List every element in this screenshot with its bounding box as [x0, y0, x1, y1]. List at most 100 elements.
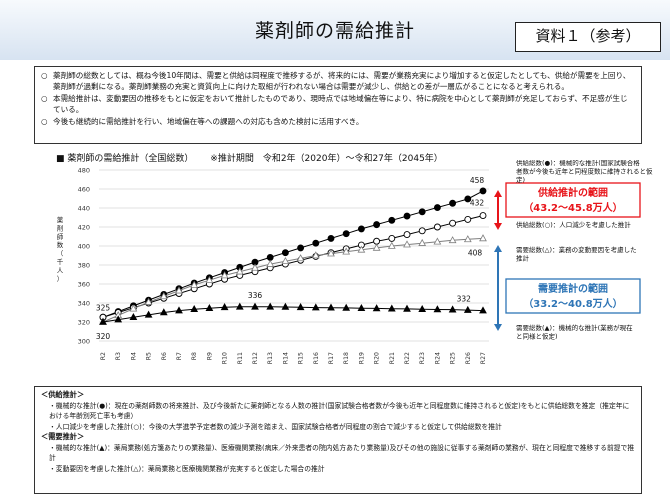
- supply-population-annotation: 供給総数(○)：人口減少を考慮した推計: [516, 220, 631, 229]
- data-point: [418, 238, 427, 246]
- data-point: [235, 302, 244, 310]
- x-tick-label: R11: [237, 352, 244, 364]
- data-point: [159, 308, 168, 316]
- x-tick-label: R20: [374, 352, 381, 364]
- data-point: [144, 310, 153, 318]
- data-point: [297, 244, 305, 252]
- data-point: [220, 271, 229, 279]
- data-point: [372, 304, 381, 312]
- y-tick-label: 380: [78, 262, 90, 270]
- data-point: [464, 215, 472, 223]
- data-point: [463, 305, 472, 313]
- demand-variable-annotation: 推計: [516, 254, 530, 263]
- data-point: [251, 302, 259, 310]
- demand-note-item: ・変動要因を考慮した推計(△)：薬局業務と医療機関業務が充実すると仮定した場合の…: [49, 464, 325, 473]
- supply-range-arrow-head: [494, 190, 502, 197]
- x-tick-label: R10: [222, 352, 229, 364]
- data-label: 432: [470, 199, 485, 208]
- data-point: [418, 208, 426, 216]
- chart-title: ■ 薬剤師の需給推計（全国総数） ※推計期間 令和2年（2020年）～令和27年…: [56, 151, 443, 164]
- data-label: 320: [96, 332, 111, 341]
- x-tick-label: R22: [404, 352, 411, 364]
- data-point: [433, 237, 442, 245]
- data-point: [403, 212, 411, 220]
- y-axis-label: （: [57, 250, 64, 258]
- data-point: [418, 304, 427, 312]
- data-label: 408: [468, 248, 483, 257]
- y-tick-label: 440: [78, 205, 90, 213]
- data-point: [357, 245, 366, 253]
- x-tick-label: R24: [434, 352, 441, 364]
- demand-variable-annotation: 需要総数(△)：業務の変動要因を考慮した: [516, 245, 637, 254]
- x-tick-label: R26: [465, 352, 472, 364]
- summary-item: ○ 本需給推計は、変動要因の推移をもとに仮定をおいて推計したものであり、現時点で…: [41, 93, 635, 116]
- supply-note-item: ・人口減少を考慮した推計(○)：今後の大学進学予定者数の減少予測を踏まえ、国家試…: [49, 422, 502, 431]
- data-point: [251, 263, 259, 271]
- data-point: [463, 235, 472, 243]
- y-tick-label: 340: [78, 300, 90, 308]
- x-tick-label: R6: [161, 352, 168, 360]
- demand-range-box: 需要推計の範囲 （33.2～40.8万人）: [505, 278, 641, 314]
- x-tick-label: R27: [480, 352, 487, 364]
- y-tick-label: 360: [78, 281, 90, 289]
- y-axis-label: 千: [57, 257, 64, 266]
- supply-demand-chart: 300 320 340 360 380 400 420 440 460 480 薬剤師数（千人） R2…: [57, 160, 653, 364]
- x-tick-label: R13: [267, 352, 274, 364]
- data-point: [403, 304, 411, 312]
- data-point: [266, 302, 275, 310]
- data-point: [129, 313, 138, 321]
- data-point: [99, 317, 107, 325]
- x-tick-label: R14: [282, 352, 289, 364]
- y-axis-label: 師: [57, 232, 64, 241]
- demand-mechanical-series: [99, 302, 487, 325]
- supply-range-arrow-head: [494, 223, 502, 230]
- y-axis-label: 剤: [57, 223, 64, 232]
- x-tick-label: R4: [130, 352, 137, 360]
- circle-mark-icon: ○: [41, 93, 48, 103]
- supply-mechanical-annotation: 者数が今後も近年と同程度数に維持されると仮: [516, 167, 653, 176]
- supply-range-box-value: （43.2～45.8万人）: [523, 201, 622, 214]
- data-point: [342, 303, 351, 311]
- data-point: [220, 303, 229, 311]
- circle-mark-icon: ○: [41, 116, 48, 126]
- x-tick-label: R17: [328, 352, 335, 364]
- y-axis-label: 人: [57, 266, 64, 274]
- y-tick-label: 420: [78, 224, 90, 232]
- data-point: [114, 315, 123, 323]
- demand-range-arrow: [494, 245, 502, 331]
- data-point: [159, 292, 168, 300]
- y-tick-label: 320: [78, 319, 90, 327]
- x-tick-label: R2: [100, 352, 107, 360]
- data-point: [387, 241, 396, 249]
- summary-item: ○ 今後も継続的に需給推計を行い、地域偏在等への課題への対応も含めた検討に活用す…: [41, 116, 635, 127]
- data-point: [357, 225, 365, 233]
- demand-range-arrow-head: [494, 245, 502, 252]
- demand-range-arrow-head: [494, 324, 502, 331]
- data-point: [464, 195, 472, 203]
- data-point: [433, 204, 441, 211]
- data-point: [235, 267, 244, 275]
- x-tick-label: R25: [450, 352, 457, 364]
- data-point: [448, 236, 457, 244]
- supply-notes-heading: ＜供給推計＞: [41, 390, 85, 399]
- data-point: [342, 230, 350, 238]
- x-tick-label: R7: [176, 352, 183, 360]
- data-point: [129, 304, 138, 312]
- data-point: [266, 253, 274, 261]
- data-point: [433, 223, 441, 231]
- data-point: [403, 231, 411, 239]
- document-label: 資料１（参考）: [515, 22, 661, 52]
- data-point: [387, 304, 396, 312]
- data-label: 332: [457, 295, 472, 304]
- supply-range-box-title: 供給推計の範囲: [537, 186, 608, 199]
- data-point: [372, 243, 381, 251]
- x-tick-label: R16: [313, 352, 320, 364]
- demand-mechanical-annotation: と同様と仮定): [516, 332, 558, 341]
- data-point: [281, 249, 289, 257]
- notes-box: ＜供給推計＞ ・機械的な推計(●)：現在の薬剤師数の将来推計、及び今後新たに薬剤…: [34, 386, 642, 494]
- data-point: [479, 234, 487, 242]
- data-point: [311, 303, 320, 311]
- supply-note-item: ・機械的な推計(●)：現在の薬剤師数の将来推計、及び今後新たに薬剤師となる人数の…: [49, 401, 630, 421]
- supply-range-box-border: [505, 182, 641, 218]
- demand-range-box-title: 需要推計の範囲: [538, 282, 608, 295]
